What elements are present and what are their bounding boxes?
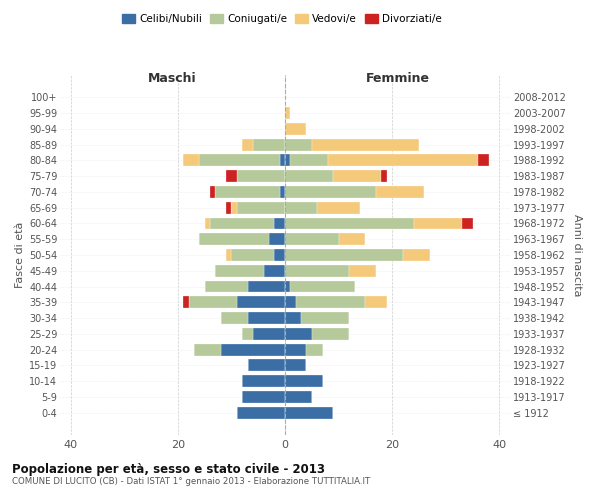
Bar: [285, 312, 301, 324]
Bar: [296, 296, 365, 308]
Bar: [248, 360, 285, 372]
Bar: [210, 218, 274, 230]
Bar: [365, 296, 387, 308]
Bar: [285, 328, 312, 340]
Text: Popolazione per età, sesso e stato civile - 2013: Popolazione per età, sesso e stato civil…: [12, 462, 325, 475]
Bar: [376, 186, 424, 198]
Bar: [403, 249, 430, 261]
Bar: [226, 249, 232, 261]
Bar: [183, 154, 199, 166]
Bar: [462, 218, 473, 230]
Bar: [382, 170, 387, 182]
Bar: [248, 312, 285, 324]
Bar: [194, 344, 221, 355]
Bar: [221, 344, 285, 355]
Bar: [285, 138, 312, 150]
Bar: [285, 202, 317, 213]
Bar: [242, 138, 253, 150]
Bar: [285, 376, 323, 387]
Bar: [237, 202, 285, 213]
Bar: [237, 407, 285, 418]
Bar: [232, 249, 274, 261]
Bar: [205, 218, 210, 230]
Bar: [285, 407, 333, 418]
Bar: [285, 234, 338, 245]
Bar: [333, 170, 382, 182]
Bar: [226, 170, 237, 182]
Bar: [285, 170, 333, 182]
Bar: [413, 218, 462, 230]
Bar: [349, 265, 376, 276]
Bar: [253, 328, 285, 340]
Bar: [215, 265, 263, 276]
Text: Femmine: Femmine: [365, 72, 430, 85]
Bar: [285, 107, 290, 119]
Bar: [226, 202, 232, 213]
Bar: [221, 312, 248, 324]
Bar: [253, 138, 285, 150]
Bar: [285, 280, 290, 292]
Bar: [188, 296, 237, 308]
Bar: [280, 186, 285, 198]
Bar: [478, 154, 488, 166]
Bar: [301, 312, 349, 324]
Bar: [242, 328, 253, 340]
Bar: [242, 376, 285, 387]
Bar: [199, 234, 269, 245]
Bar: [205, 280, 248, 292]
Y-axis label: Anni di nascita: Anni di nascita: [572, 214, 583, 296]
Bar: [285, 186, 376, 198]
Bar: [242, 391, 285, 403]
Bar: [285, 344, 307, 355]
Bar: [338, 234, 365, 245]
Bar: [285, 154, 290, 166]
Bar: [285, 249, 403, 261]
Bar: [312, 138, 419, 150]
Bar: [232, 202, 237, 213]
Bar: [237, 296, 285, 308]
Bar: [328, 154, 478, 166]
Bar: [285, 296, 296, 308]
Y-axis label: Fasce di età: Fasce di età: [14, 222, 25, 288]
Bar: [285, 123, 307, 134]
Legend: Celibi/Nubili, Coniugati/e, Vedovi/e, Divorziati/e: Celibi/Nubili, Coniugati/e, Vedovi/e, Di…: [118, 10, 446, 29]
Bar: [312, 328, 349, 340]
Bar: [215, 186, 280, 198]
Bar: [285, 391, 312, 403]
Bar: [274, 249, 285, 261]
Bar: [317, 202, 360, 213]
Bar: [183, 296, 188, 308]
Bar: [263, 265, 285, 276]
Bar: [280, 154, 285, 166]
Bar: [290, 154, 328, 166]
Text: Maschi: Maschi: [148, 72, 197, 85]
Text: COMUNE DI LUCITO (CB) - Dati ISTAT 1° gennaio 2013 - Elaborazione TUTTITALIA.IT: COMUNE DI LUCITO (CB) - Dati ISTAT 1° ge…: [12, 478, 370, 486]
Bar: [199, 154, 280, 166]
Bar: [269, 234, 285, 245]
Bar: [237, 170, 285, 182]
Bar: [290, 280, 355, 292]
Bar: [285, 265, 349, 276]
Bar: [307, 344, 323, 355]
Bar: [285, 218, 413, 230]
Bar: [274, 218, 285, 230]
Bar: [210, 186, 215, 198]
Bar: [285, 360, 307, 372]
Bar: [248, 280, 285, 292]
